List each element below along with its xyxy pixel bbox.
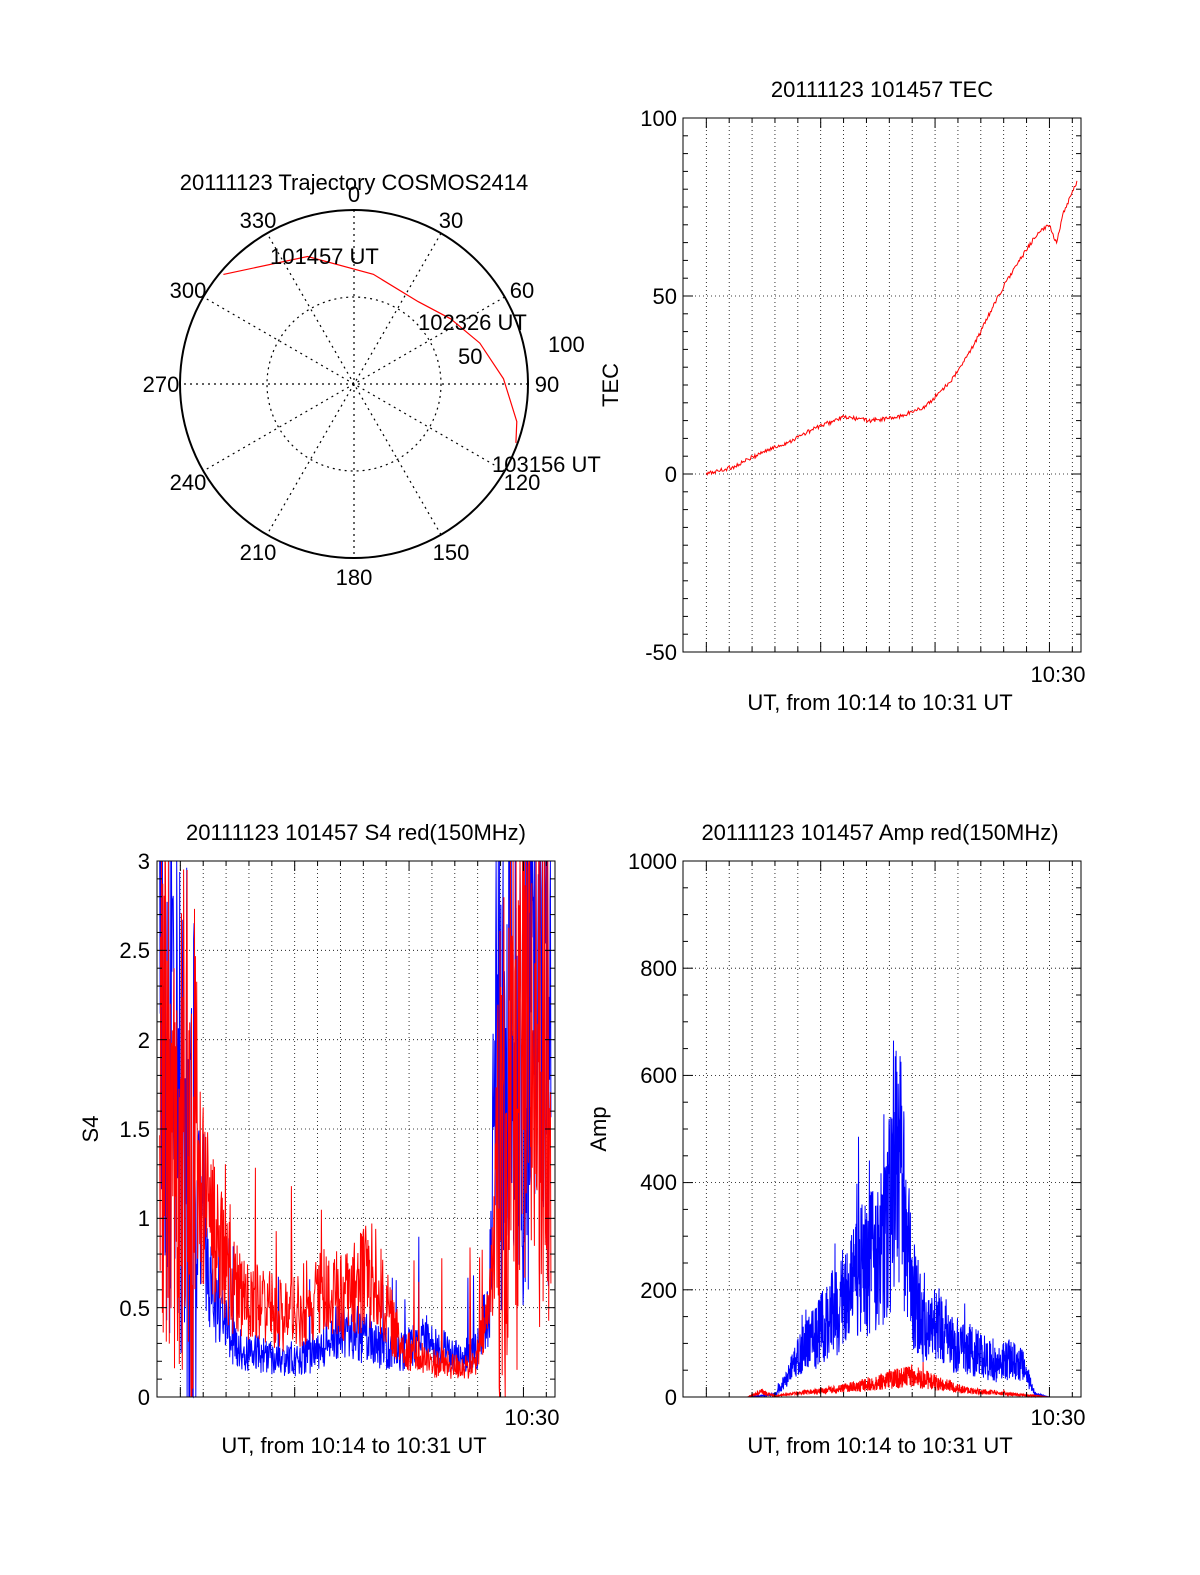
polar-ring-50: [266, 296, 442, 472]
angle-tick-label: 120: [504, 470, 541, 495]
y-tick-label: 800: [640, 956, 677, 981]
y-tick-label: 1000: [628, 849, 677, 874]
radial-tick-label: 100: [548, 332, 585, 357]
amp-grid: [683, 861, 1081, 1397]
y-tick-label: 50: [653, 284, 677, 309]
y-tick-label: 1: [138, 1206, 150, 1231]
y-tick-label: 0: [665, 1385, 677, 1410]
series-line: [159, 860, 552, 1398]
tec-series: [705, 180, 1078, 477]
tec-y-tick-labels: -50 0 50 100: [640, 106, 677, 665]
amp-y-tick-labels: 0 200 400 600 800 1000: [628, 849, 677, 1410]
tec-grid: [683, 118, 1081, 652]
angle-tick-label: 60: [510, 278, 534, 303]
series-line: [706, 1040, 1077, 1398]
angle-tick-label: 180: [336, 565, 373, 590]
y-tick-label: 100: [640, 106, 677, 131]
angle-tick-label: 240: [170, 470, 207, 495]
amp-plot: 20111123 101457 Amp red(150MHz) 0 200 40…: [586, 820, 1086, 1458]
angle-tick-label: 150: [433, 540, 470, 565]
polar-trajectory-series: [223, 255, 518, 443]
y-tick-label: 200: [640, 1278, 677, 1303]
series-line: [706, 1361, 1077, 1399]
polar-grid: [179, 209, 529, 559]
angle-tick-label: 270: [143, 372, 180, 397]
radial-tick-label: 50: [458, 344, 482, 369]
s4-ticks: [157, 860, 555, 1398]
y-tick-label: -50: [645, 640, 677, 665]
angle-tick-label: 210: [240, 540, 277, 565]
polar-spoke: [266, 233, 442, 535]
s4-title: 20111123 101457 S4 red(150MHz): [186, 820, 526, 845]
angle-tick-label: 90: [535, 372, 559, 397]
y-tick-label: 2.5: [119, 938, 150, 963]
y-tick-label: 600: [640, 1063, 677, 1088]
tec-axes-frame: [682, 117, 1082, 653]
polar-angle-labels: 0 30 60 90 120 150 180 210 240 270 300 3…: [143, 182, 560, 590]
amp-ticks: [683, 860, 1081, 1398]
amp-series: [706, 1040, 1077, 1399]
polar-outer-ring: [179, 209, 529, 559]
amp-title: 20111123 101457 Amp red(150MHz): [701, 820, 1058, 845]
s4-y-tick-labels: 0 0.5 1 1.5 2 2.5 3: [119, 849, 150, 1410]
y-tick-label: 3: [138, 849, 150, 874]
x-tick-label: 10:30: [504, 1405, 559, 1430]
s4-plot: 20111123 101457 S4 red(150MHz) 0 0.5 1 1…: [78, 820, 560, 1458]
s4-ylabel: S4: [78, 1116, 103, 1143]
annotation-mid-time: 102326 UT: [418, 310, 527, 335]
tec-ticks: [683, 117, 1081, 653]
trajectory-line: [223, 255, 518, 443]
tec-ylabel: TEC: [598, 363, 623, 407]
angle-tick-label: 330: [240, 208, 277, 233]
y-tick-label: 0: [665, 462, 677, 487]
y-tick-label: 400: [640, 1170, 677, 1195]
polar-radial-labels: 50 100: [458, 332, 585, 369]
polar-trajectory-plot: 20111123 Trajectory COSMOS2414 101457 UT…: [143, 170, 601, 590]
y-tick-label: 0.5: [119, 1296, 150, 1321]
amp-xlabel: UT, from 10:14 to 10:31 UT: [747, 1433, 1012, 1458]
polar-title: 20111123 Trajectory COSMOS2414: [180, 170, 529, 195]
angle-tick-label: 0: [348, 182, 360, 207]
tec-xlabel: UT, from 10:14 to 10:31 UT: [747, 690, 1012, 715]
s4-xlabel: UT, from 10:14 to 10:31 UT: [221, 1433, 486, 1458]
angle-tick-label: 300: [170, 278, 207, 303]
x-tick-label: 10:30: [1030, 662, 1085, 687]
tec-title: 20111123 101457 TEC: [771, 77, 993, 102]
annotation-start-time: 101457 UT: [270, 244, 379, 269]
annotation-end-time: 103156 UT: [492, 452, 601, 477]
polar-annotations: 101457 UT 102326 UT 103156 UT: [270, 244, 601, 477]
angle-tick-label: 30: [439, 208, 463, 233]
y-tick-label: 2: [138, 1028, 150, 1053]
s4-series: [159, 860, 552, 1399]
amp-axes-frame: [682, 860, 1082, 1398]
series-line: [705, 180, 1078, 477]
amp-ylabel: Amp: [586, 1106, 611, 1151]
x-tick-label: 10:30: [1030, 1405, 1085, 1430]
tec-plot: 20111123 101457 TEC -50 0 50 100 10:30 U…: [598, 77, 1086, 715]
y-tick-label: 1.5: [119, 1117, 150, 1142]
y-tick-label: 0: [138, 1385, 150, 1410]
